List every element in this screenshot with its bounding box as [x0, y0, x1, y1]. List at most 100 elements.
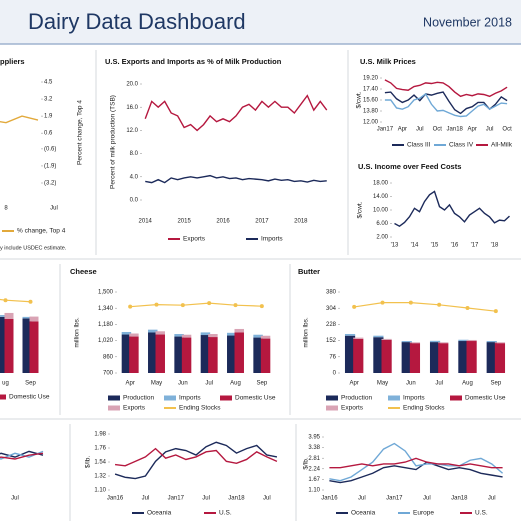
bar-segment: [381, 339, 392, 373]
legend-label: Imports: [261, 236, 283, 243]
legend-label: Production: [341, 395, 372, 402]
x-tick-label: Jun: [178, 381, 188, 387]
legend-label: Imports: [403, 395, 425, 402]
legend-label: Oceania: [147, 510, 172, 517]
legend-label: Exports: [183, 236, 206, 243]
x-tick-label: ug: [2, 381, 9, 387]
y-tick-label: 4.0: [130, 174, 139, 180]
series-marker: [3, 298, 8, 303]
series-line: [329, 442, 504, 482]
header-band: [0, 0, 521, 44]
series-marker: [233, 303, 238, 308]
y-tick-label: 1,340: [98, 306, 114, 312]
legend-swatch: [164, 395, 176, 401]
series-marker: [465, 305, 470, 310]
bar-segment: [438, 342, 449, 344]
bar-segment: [155, 334, 165, 373]
y-tick-label: 1.76: [94, 446, 106, 452]
y-tick-label: 1,500: [98, 290, 114, 296]
y-tick-label: 19.20: [363, 76, 379, 82]
series-line: [384, 92, 508, 118]
x-tick-label: Jan16: [107, 496, 124, 502]
legend-label: Imports: [179, 395, 201, 402]
chart-title: Butter: [298, 267, 320, 276]
legend-swatch: [0, 394, 6, 400]
legend-label: Europe: [413, 510, 434, 517]
x-tick-label: Aug: [230, 381, 241, 387]
y-tick-label: 700: [103, 371, 114, 377]
y-tick-label: 10.00: [373, 208, 389, 214]
y-tick-label: 228: [326, 322, 337, 328]
legend-label: U.S.: [475, 510, 488, 517]
series-line: [0, 115, 39, 124]
y-tick-label: 0: [333, 371, 337, 377]
bar-segment: [494, 343, 506, 373]
bar-segment: [373, 337, 384, 373]
bar-segment: [0, 316, 7, 373]
legend-label: Ending Stocks: [403, 405, 445, 412]
legend-swatch: [450, 395, 462, 401]
y-tick-label: 2.00: [376, 235, 388, 241]
series-marker: [493, 309, 498, 314]
bar-segment: [208, 334, 218, 338]
chart-title: U.S. Income over Feed Costs: [358, 162, 461, 171]
y-axis-label: $/lb.: [85, 456, 92, 468]
bar-segment: [22, 316, 32, 319]
series-marker: [408, 300, 413, 305]
x-tick-label: Apr: [349, 381, 358, 387]
x-tick-label: Jul: [416, 127, 424, 133]
y-tick-label: 2.81: [308, 456, 320, 462]
y-tick-label: 1,180: [98, 322, 114, 328]
series-line: [114, 441, 278, 480]
x-tick-label: Jan18: [228, 496, 245, 502]
series-marker: [437, 302, 442, 307]
series-line: [114, 447, 278, 467]
bar-segment: [353, 338, 364, 373]
legend-label: Exports: [341, 405, 364, 412]
x-tick-label: Jul: [11, 496, 19, 502]
x-tick-label: May: [151, 381, 162, 387]
bar-segment: [129, 336, 139, 373]
y-tick-label: 152: [326, 338, 337, 344]
series-marker: [380, 300, 385, 305]
dashboard-title: Dairy Data Dashboard: [28, 9, 246, 34]
bar-segment: [494, 342, 506, 344]
y-axis-label: $/cwt.: [356, 91, 363, 108]
series-marker: [207, 301, 212, 306]
x-tick-label: Jul: [202, 496, 210, 502]
x-tick-label: Jul: [142, 496, 150, 502]
series-line: [384, 79, 508, 98]
bar-segment: [155, 331, 165, 335]
y-tick-label: 304: [326, 306, 337, 312]
bar-segment: [29, 321, 39, 373]
chart-title: Cheese: [70, 267, 97, 276]
bar-segment: [22, 318, 32, 373]
x-tick-label: '18: [491, 243, 499, 249]
bar-segment: [181, 337, 192, 373]
bar-segment: [486, 342, 497, 373]
y-tick-label: 76: [329, 354, 336, 360]
x-tick-label: Jan17: [377, 127, 394, 133]
bar-segment: [353, 337, 364, 339]
bar-segment: [260, 335, 271, 339]
series-marker: [154, 302, 159, 307]
y-axis-label: Percent of milk production (TSB): [110, 95, 117, 189]
y-tick-label: 1.10: [94, 488, 106, 494]
series-marker: [180, 303, 185, 308]
legend-swatch: [326, 395, 338, 401]
bar-segment: [174, 336, 184, 373]
legend-swatch: [388, 395, 400, 401]
x-tick-label: '14: [411, 243, 419, 249]
y2-tick-label: 4.5: [44, 80, 53, 86]
x-tick-label: Jan17: [168, 496, 185, 502]
x-tick-label: Jan18: [447, 127, 464, 133]
bar-segment: [401, 342, 412, 373]
legend-label: Oceania: [351, 510, 376, 517]
x-tick-label: 2018: [294, 219, 308, 225]
y-tick-label: 6.00: [376, 221, 388, 227]
y-tick-label: 18.00: [373, 181, 389, 187]
y2-tick-label: 0.6: [44, 131, 53, 137]
y-tick-label: 15.60: [363, 98, 379, 104]
y-tick-label: 1.98: [94, 432, 106, 438]
bar-segment: [401, 341, 412, 343]
